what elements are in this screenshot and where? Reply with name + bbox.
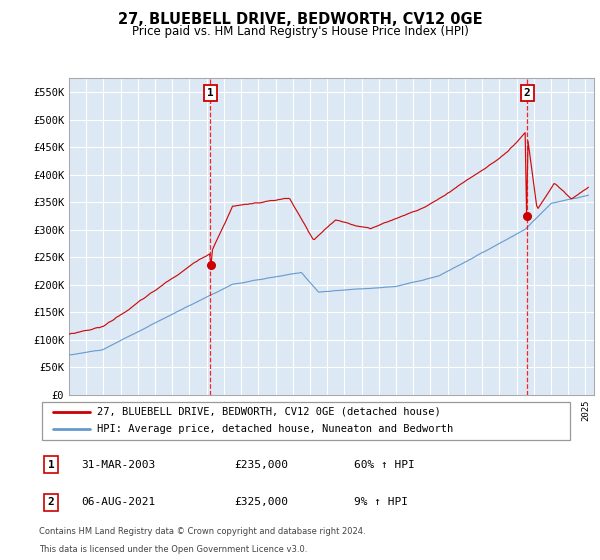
Text: 60% ↑ HPI: 60% ↑ HPI [354,460,415,470]
Text: 27, BLUEBELL DRIVE, BEDWORTH, CV12 0GE (detached house): 27, BLUEBELL DRIVE, BEDWORTH, CV12 0GE (… [97,407,441,417]
Text: 1: 1 [47,460,55,470]
FancyBboxPatch shape [42,402,570,440]
Text: Contains HM Land Registry data © Crown copyright and database right 2024.: Contains HM Land Registry data © Crown c… [39,528,365,536]
Text: HPI: Average price, detached house, Nuneaton and Bedworth: HPI: Average price, detached house, Nune… [97,424,454,435]
Text: 06-AUG-2021: 06-AUG-2021 [81,497,155,507]
Text: Price paid vs. HM Land Registry's House Price Index (HPI): Price paid vs. HM Land Registry's House … [131,25,469,38]
Text: 2: 2 [524,87,530,97]
Text: 9% ↑ HPI: 9% ↑ HPI [354,497,408,507]
Text: 27, BLUEBELL DRIVE, BEDWORTH, CV12 0GE: 27, BLUEBELL DRIVE, BEDWORTH, CV12 0GE [118,12,482,27]
Text: 2: 2 [47,497,55,507]
Text: 1: 1 [207,87,214,97]
Text: £325,000: £325,000 [234,497,288,507]
Text: This data is licensed under the Open Government Licence v3.0.: This data is licensed under the Open Gov… [39,545,307,554]
Text: 31-MAR-2003: 31-MAR-2003 [81,460,155,470]
Text: £235,000: £235,000 [234,460,288,470]
